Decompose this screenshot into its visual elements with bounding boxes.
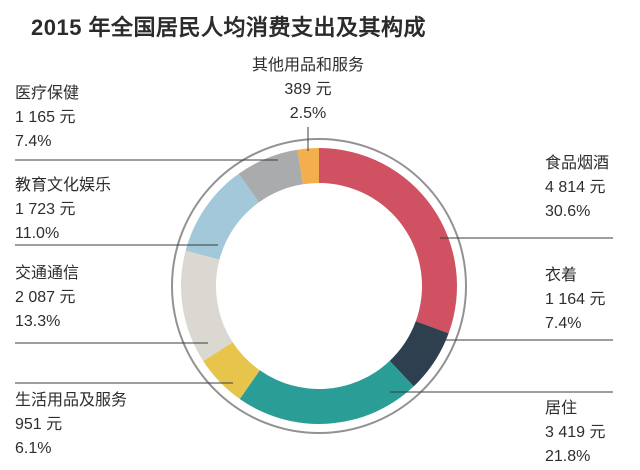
slice-percent: 11.0% [15, 225, 60, 242]
slice-name: 教育文化娱乐 [15, 177, 112, 194]
slice-name: 其他用品和服务 [251, 57, 364, 74]
label-food-tobacco-alcohol: 食品烟酒 4 814 元 30.6% [545, 152, 609, 224]
donut-slice-6 [238, 149, 303, 203]
slice-percent: 2.5% [289, 105, 327, 122]
slice-percent: 7.4% [15, 133, 52, 150]
slice-value: 389 元 [284, 81, 332, 98]
label-household-goods-services: 生活用品及服务 951 元 6.1% [15, 389, 127, 461]
slice-percent: 7.4% [545, 315, 582, 332]
slice-name: 生活用品及服务 [15, 392, 128, 409]
donut-slice-3 [203, 342, 260, 399]
slice-value: 951 元 [15, 416, 63, 433]
label-medical-care: 医疗保健 1 165 元 7.4% [15, 82, 79, 154]
donut-slice-7 [297, 148, 319, 185]
slice-name: 医疗保健 [15, 85, 80, 102]
slice-value: 1 164 元 [545, 291, 606, 308]
slice-name: 衣着 [545, 267, 578, 284]
slice-value: 1 723 元 [15, 201, 76, 218]
outer-decorative-ring [171, 138, 467, 434]
slice-name: 食品烟酒 [545, 155, 610, 172]
label-clothing: 衣着 1 164 元 7.4% [545, 264, 606, 336]
slice-value: 2 087 元 [15, 289, 76, 306]
slice-value: 3 419 元 [545, 424, 606, 441]
label-education-culture-entertainment: 教育文化娱乐 1 723 元 11.0% [15, 174, 111, 246]
slice-name: 居住 [545, 400, 578, 417]
slice-value: 4 814 元 [545, 179, 606, 196]
label-transport-communication: 交通通信 2 087 元 13.3% [15, 262, 79, 334]
donut-slice-4 [181, 250, 233, 362]
slice-percent: 21.8% [545, 448, 591, 465]
donut-slice-0 [319, 148, 458, 334]
slice-value: 1 165 元 [15, 109, 76, 126]
label-housing: 居住 3 419 元 21.8% [545, 397, 606, 469]
label-other-goods-services: 其他用品和服务 389 元 2.5% [220, 54, 396, 126]
chart-title: 2015 年全国居民人均消费支出及其构成 [31, 15, 427, 40]
leader-lines [15, 127, 613, 393]
slice-percent: 13.3% [15, 313, 61, 330]
donut-slice-5 [185, 173, 260, 260]
slice-name: 交通通信 [15, 265, 80, 282]
donut-slices [181, 148, 458, 424]
donut-slice-1 [389, 321, 449, 387]
donut-slice-2 [239, 360, 414, 424]
slice-percent: 6.1% [15, 440, 52, 457]
slice-percent: 30.6% [545, 203, 591, 220]
